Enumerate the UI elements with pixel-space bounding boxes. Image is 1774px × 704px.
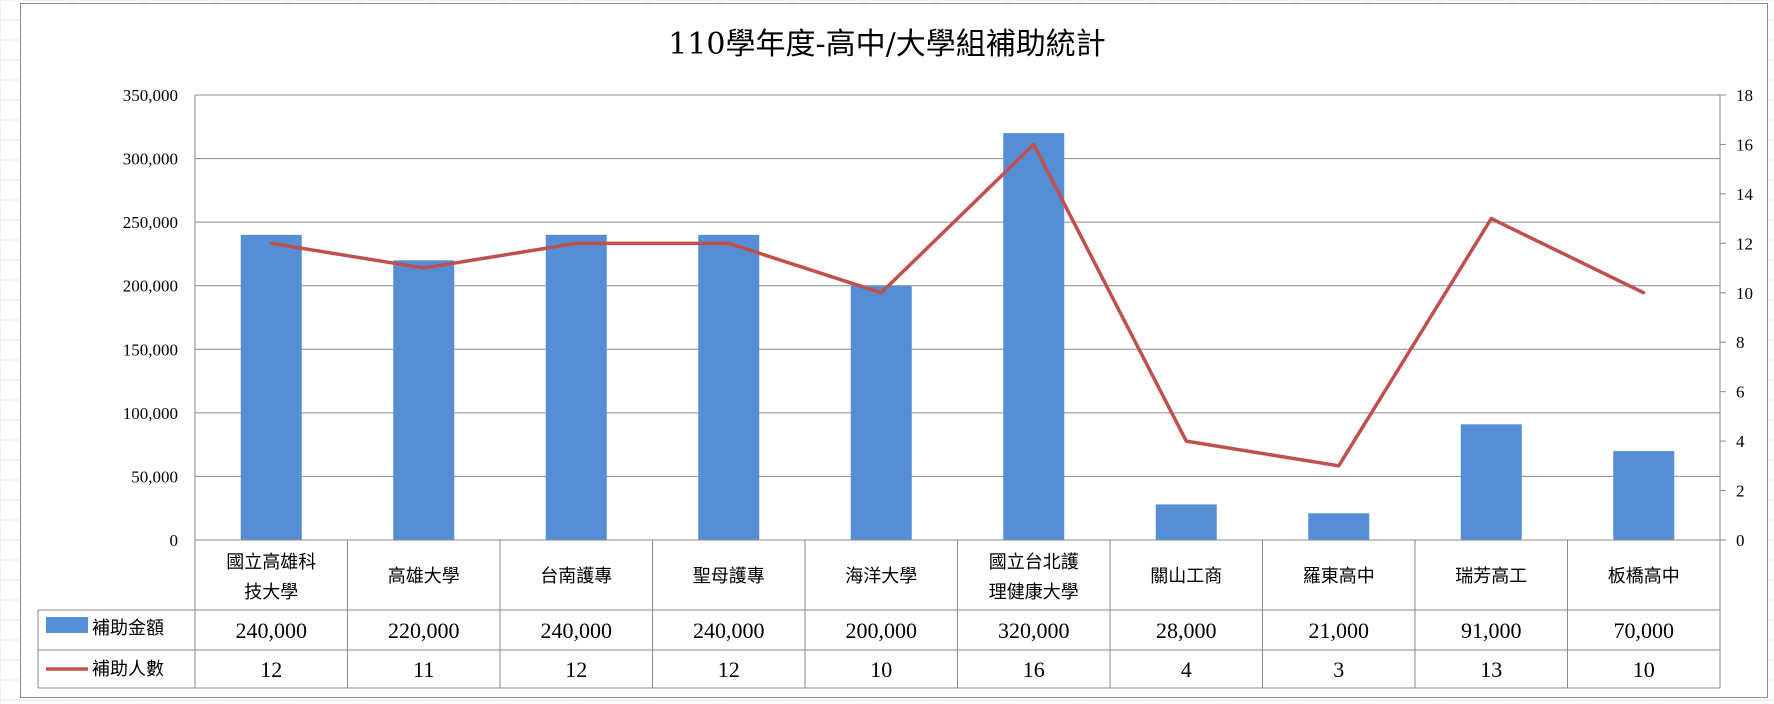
line-data-label: 11 [413,657,434,682]
y-tick-label: 250,000 [123,213,178,232]
x-tick-label: 關山工商 [1150,566,1222,587]
y-tick-label: 150,000 [123,340,178,359]
bar [1460,424,1522,540]
x-tick-label: 技大學 [244,582,298,603]
bar-data-label: 28,000 [1156,618,1217,643]
y-tick-label: 350,000 [123,86,178,105]
x-tick-label: 國立台北護 [989,552,1079,573]
y2-tick-label: 10 [1736,284,1753,303]
bar-data-label: 200,000 [846,618,918,643]
x-tick-label: 國立高雄科 [226,552,316,573]
x-tick-label: 聖母護專 [693,566,765,587]
y2-tick-label: 6 [1736,383,1745,402]
y-tick-label: 300,000 [123,150,178,169]
line-point [879,291,883,295]
bar-data-label: 240,000 [236,618,308,643]
line-data-label: 12 [565,657,587,682]
line-data-label: 12 [718,657,740,682]
bar [1613,451,1675,540]
line-point [574,241,578,245]
line-point [269,241,273,245]
x-tick-label: 台南護專 [540,566,612,587]
y-tick-label: 50,000 [131,467,178,486]
line-point [1032,142,1036,146]
x-tick-label: 羅東高中 [1303,566,1375,587]
y2-tick-label: 12 [1736,234,1753,253]
bar [545,234,607,540]
x-tick-label: 海洋大學 [845,566,917,587]
x-tick-label: 理健康大學 [989,582,1079,603]
y2-tick-label: 14 [1736,185,1754,204]
x-tick-label: 高雄大學 [388,566,460,587]
legend-label: 補助人數 [92,659,164,680]
x-tick-label: 板橋高中 [1608,566,1680,587]
legend-label: 補助金額 [92,618,164,639]
bar-data-label: 320,000 [998,618,1070,643]
line-data-label: 10 [870,657,892,682]
y2-tick-label: 18 [1736,86,1753,105]
line-point [727,241,731,245]
line-data-label: 3 [1333,657,1344,682]
legend-key-bar [46,617,88,633]
bar [850,285,912,540]
chart-title: 110學年度-高中/大學組補助統計 [668,27,1106,62]
bar [1003,133,1065,540]
y2-tick-label: 0 [1736,531,1745,550]
y2-tick-label: 4 [1736,432,1745,451]
line-data-label: 10 [1633,657,1655,682]
bar-data-label: 91,000 [1461,618,1522,643]
y2-tick-label: 16 [1736,135,1753,154]
series-line [270,142,1645,468]
bar-data-label: 240,000 [541,618,613,643]
line-data-label: 12 [260,657,282,682]
line-point [1184,439,1188,443]
line-data-label: 4 [1181,657,1192,682]
line-point [422,266,426,270]
line-data-label: 16 [1023,657,1045,682]
bar [698,234,760,540]
y2-tick-label: 2 [1736,482,1745,501]
line-point [1642,291,1646,295]
bar-data-label: 220,000 [388,618,460,643]
line-data-label: 13 [1480,657,1502,682]
bar [393,260,455,540]
y-tick-label: 100,000 [123,404,178,423]
bar-data-label: 70,000 [1614,618,1675,643]
bar [1308,513,1370,540]
y-tick-label: 0 [170,531,179,550]
y-tick-label: 200,000 [123,277,178,296]
bar [1155,504,1217,540]
x-tick-label: 瑞芳高工 [1455,566,1527,587]
bar [240,234,302,540]
line-point [1489,217,1493,221]
y2-tick-label: 8 [1736,333,1745,352]
bar-data-label: 240,000 [693,618,765,643]
bar-data-label: 21,000 [1309,618,1370,643]
line-point [1337,464,1341,468]
